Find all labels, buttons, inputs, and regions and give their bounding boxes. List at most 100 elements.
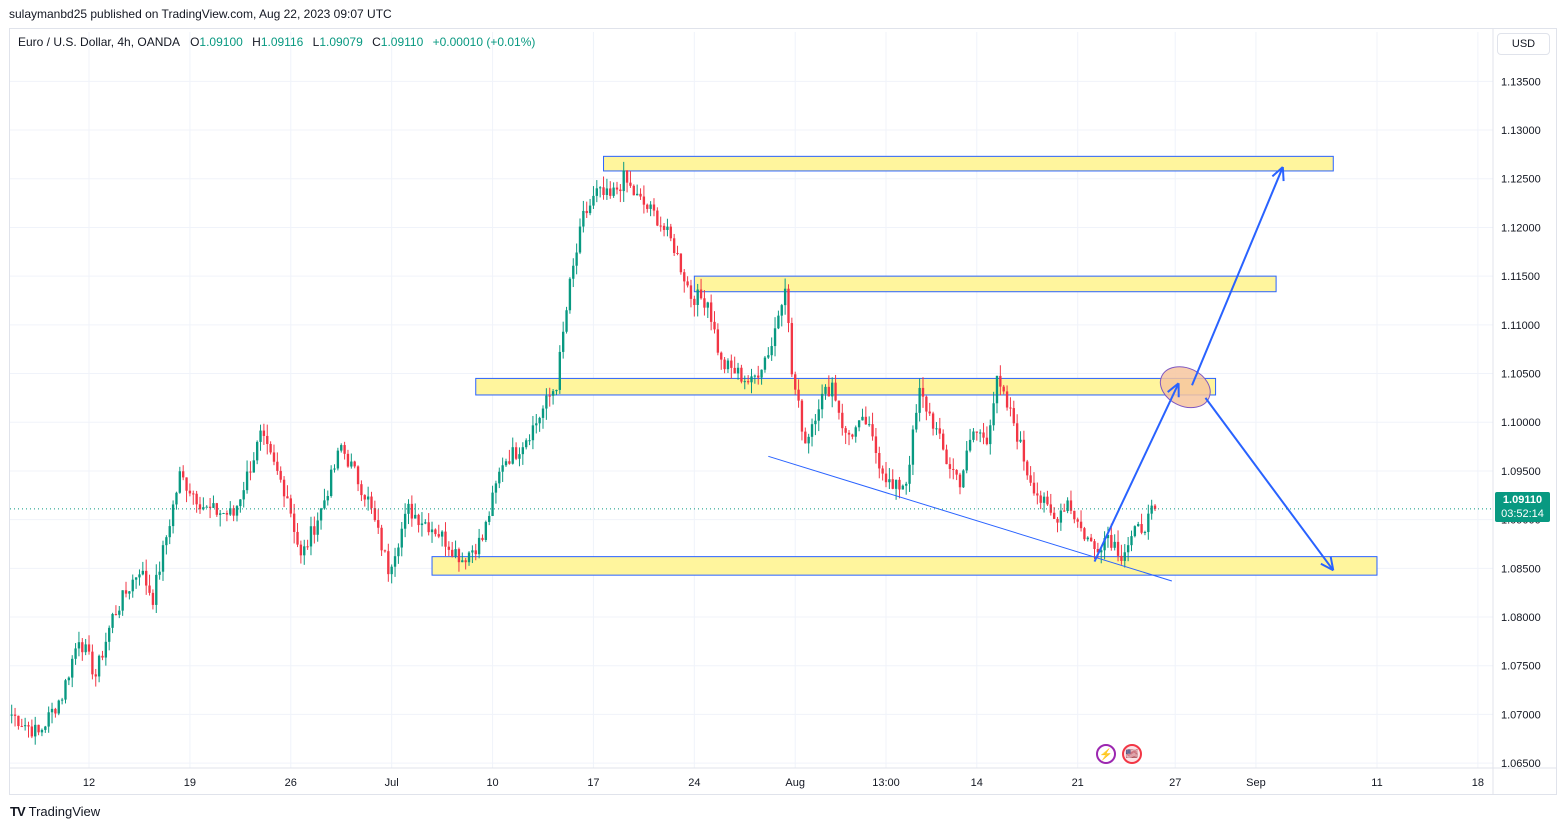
candle-body [276,461,279,471]
candle-body [679,253,683,273]
x-tick-label: 26 [285,777,297,789]
last-price-value: 1.09110 [1502,494,1543,506]
candle-body [817,409,820,421]
candle-body [467,552,471,563]
candle-body [155,574,158,605]
y-tick-label: 1.07000 [1501,709,1541,721]
candle-body [420,523,424,526]
candle-body [141,570,145,575]
candle-body [760,369,763,378]
candle-body [709,302,713,322]
candle-body [753,375,757,377]
candle-body [353,461,356,467]
candle-body [286,496,289,499]
candle-body [662,225,666,230]
candle-body [1150,505,1153,514]
candle-body [71,658,74,678]
candle-body [942,433,945,450]
candle-body [783,288,787,306]
candle-body [592,195,595,206]
candle-body [777,315,780,329]
candle-body [834,382,837,401]
candle-body [1039,495,1042,503]
candle-body [814,420,817,425]
candle-body [797,389,800,401]
candle-body [972,431,975,440]
chart-frame[interactable] [9,28,1557,795]
y-tick-label: 1.13500 [1501,76,1541,88]
candle-body [1005,391,1009,408]
x-tick-label: Aug [785,777,805,789]
candle-body [377,520,380,528]
candle-body [461,560,464,563]
candle-body [582,210,585,227]
candle-body [134,577,138,580]
candle-body [1120,555,1123,561]
candle-body [81,642,84,653]
candle-body [908,464,911,484]
candle-body [1089,537,1093,542]
candle-body [498,471,501,484]
candle-body [750,376,753,383]
candle-body [545,395,548,409]
candle-body [770,346,773,356]
candle-body [915,412,918,430]
candle-body [437,534,440,537]
candle-body [716,329,720,353]
candle-body [558,351,561,390]
candle-body [484,521,488,540]
candle-body [763,357,767,370]
candle-body [54,708,57,714]
candle-body [13,714,17,716]
candle-body [948,464,952,469]
us-flag-icon[interactable]: 🇺🇸 [1122,744,1142,764]
resistance-support-zone [603,155,1334,172]
candle-body [588,205,592,214]
y-tick-label: 1.10000 [1501,417,1541,429]
candle-body [410,503,414,519]
y-tick-label: 1.12500 [1501,174,1541,186]
candle-body [918,387,921,413]
candle-body [672,238,676,253]
candle-body [296,531,299,545]
currency-button[interactable]: USD [1497,33,1550,55]
candle-body [535,423,538,426]
candle-body [424,522,427,524]
candle-body [434,529,437,535]
x-tick-label: 10 [486,777,498,789]
candle-body [451,549,454,557]
candle-body [121,590,124,611]
symbol-name[interactable]: Euro / U.S. Dollar, 4h, OANDA [18,35,181,49]
candle-body [669,226,672,239]
last-price-tag: 1.09110 03:52:14 [1495,492,1550,522]
low-label: L [312,35,320,49]
projection-arrow [1191,166,1284,386]
candle-body [145,570,148,586]
candle-body [481,537,484,540]
candle-body [989,425,992,445]
candle-body [474,550,477,555]
candle-body [841,412,844,429]
candle-body [313,526,316,535]
x-tick-label: 21 [1072,777,1084,789]
candle-body [218,513,222,515]
candle-body [400,528,403,548]
candle-body [282,479,286,497]
candle-body [706,302,709,308]
candle-body [427,522,430,533]
candle-body [646,204,649,209]
candle-body [999,375,1002,387]
candle-body [901,485,905,490]
candle-body [108,627,111,642]
candle-body [575,252,578,266]
candle-body [457,549,461,563]
candle-body [198,504,202,510]
candle-body [414,514,417,519]
candle-body [598,187,602,189]
lightning-icon[interactable]: ⚡ [1096,744,1116,764]
footer-brand[interactable]: TV TradingView [10,804,100,819]
x-tick-label: 24 [688,777,700,789]
candle-body [1116,541,1120,556]
candle-body [555,389,558,392]
